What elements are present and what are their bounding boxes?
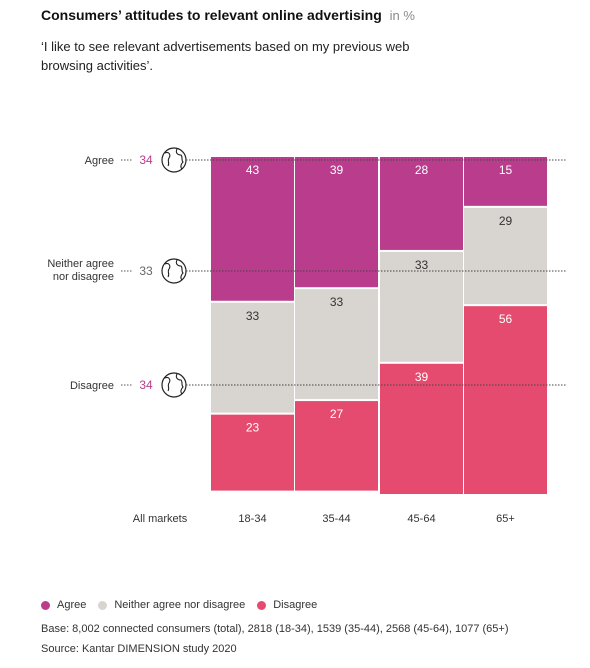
chart-legend: Agree Neither agree nor disagree Disagree — [41, 599, 329, 611]
legend-swatch — [98, 600, 108, 610]
bar-value-label: 27 — [330, 407, 344, 421]
legend-item: Agree — [41, 599, 86, 611]
legend-swatch — [257, 600, 267, 610]
bar-value-label: 43 — [246, 163, 260, 177]
row-label: Neither agree — [47, 258, 114, 270]
globe-icon — [161, 372, 187, 398]
x-tick-label: 18-34 — [238, 513, 266, 525]
all-markets-value: 34 — [139, 153, 153, 167]
bar-segment — [295, 289, 378, 400]
bar-segment — [295, 401, 378, 491]
bar-segment — [464, 207, 547, 305]
chart-title-unit: in % — [389, 8, 415, 23]
bar-segment — [211, 157, 294, 301]
bar-value-label: 15 — [499, 163, 513, 177]
all-markets-value: 34 — [139, 378, 153, 392]
bar-segment — [211, 414, 294, 491]
base-note: Base: 8,002 connected consumers (total),… — [41, 623, 509, 635]
bar-value-label: 28 — [415, 163, 429, 177]
x-tick-label: 45-64 — [407, 513, 435, 525]
bar-value-label: 29 — [499, 214, 513, 228]
globe-icon — [161, 147, 187, 173]
all-markets-value: 33 — [139, 264, 153, 278]
stacked-bar-chart: 43 33 23 18-34 39 33 27 35-44 28 33 39 45-64 15 29 56 6… — [47, 147, 566, 525]
all-markets-label: All markets — [133, 513, 188, 525]
bar-segment — [380, 157, 463, 250]
legend-label: Neither agree nor disagree — [114, 599, 246, 611]
bar-segment — [464, 306, 547, 494]
x-tick-label: 35-44 — [322, 513, 350, 525]
legend-label: Agree — [57, 599, 87, 611]
bar-segment — [295, 157, 378, 288]
chart-title: Consumers’ attitudes to relevant online … — [41, 7, 415, 23]
row-label: nor disagree — [53, 271, 114, 283]
bar-value-label: 33 — [246, 309, 260, 323]
bar-value-label: 33 — [330, 295, 344, 309]
bar-value-label: 23 — [246, 421, 260, 435]
bar-segment — [211, 302, 294, 413]
bar-value-label: 56 — [499, 312, 513, 326]
bar-segment — [380, 251, 463, 362]
legend-item: Disagree — [257, 599, 317, 611]
chart-title-text: Consumers’ attitudes to relevant online … — [41, 7, 382, 23]
row-label: Disagree — [70, 380, 114, 392]
legend-item: Neither agree nor disagree — [98, 599, 245, 611]
row-label: Agree — [85, 155, 114, 167]
legend-swatch — [41, 600, 50, 610]
bar-value-label: 39 — [415, 370, 429, 384]
bar-value-label: 39 — [330, 163, 344, 177]
x-tick-label: 65+ — [496, 513, 515, 525]
chart-subtitle: ‘I like to see relevant advertisements b… — [41, 39, 410, 73]
globe-icon — [161, 258, 187, 284]
source-note: Source: Kantar DIMENSION study 2020 — [41, 643, 237, 655]
bar-segment — [464, 157, 547, 206]
legend-label: Disagree — [273, 599, 318, 611]
bar-value-label: 33 — [415, 258, 429, 272]
